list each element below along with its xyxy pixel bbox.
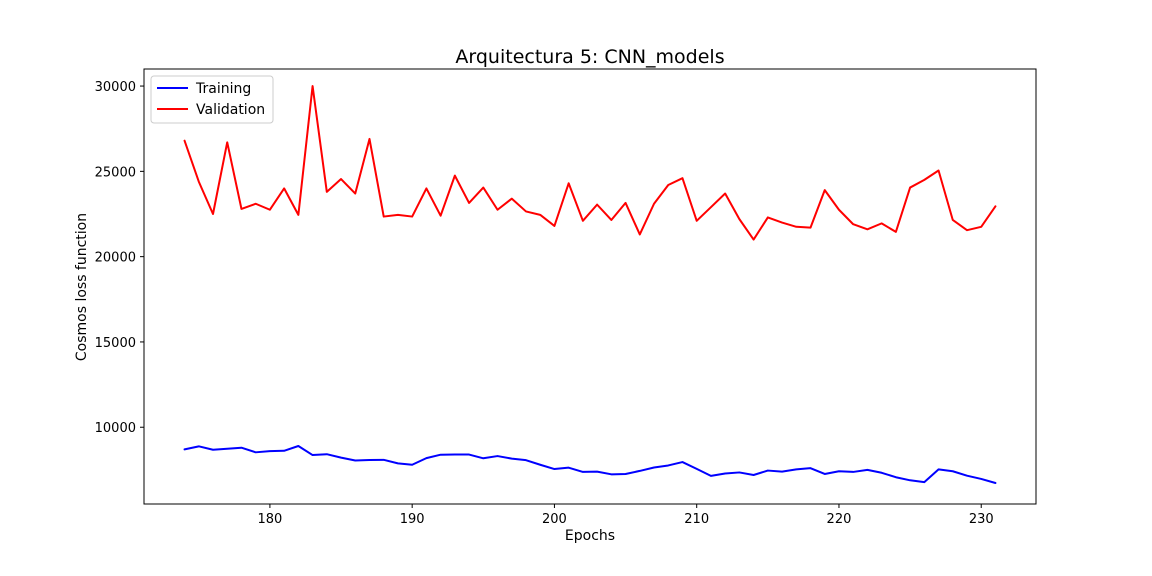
legend: Training Validation [150, 75, 274, 124]
y-tick-label: 15000 [95, 336, 136, 351]
plot-frame [143, 68, 1037, 505]
series-line-training [183, 445, 997, 485]
series-lines [183, 85, 997, 485]
x-tick-label: 210 [684, 512, 709, 527]
series-line-validation [183, 85, 997, 241]
x-tick-label: 230 [969, 512, 994, 527]
y-tick-label: 10000 [95, 421, 136, 436]
legend-label-training: Training [195, 81, 251, 97]
x-tick-label: 220 [827, 512, 852, 527]
x-axis-label: Epochs [565, 528, 615, 544]
chart-title: Arquitectura 5: CNN_models [455, 46, 724, 68]
y-tick-label: 30000 [95, 80, 136, 95]
y-axis-label: Cosmos loss function [74, 213, 90, 361]
plot-area [143, 68, 1037, 505]
legend-label-validation: Validation [196, 102, 265, 118]
x-tick-label: 180 [257, 512, 282, 527]
x-tick-label: 190 [400, 512, 425, 527]
x-axis-ticks: 180 190 200 210 220 230 [257, 504, 994, 527]
y-tick-label: 25000 [95, 165, 136, 180]
y-axis-ticks: 10000 15000 20000 25000 30000 [95, 80, 144, 436]
y-tick-label: 20000 [95, 251, 136, 266]
x-tick-label: 200 [542, 512, 567, 527]
